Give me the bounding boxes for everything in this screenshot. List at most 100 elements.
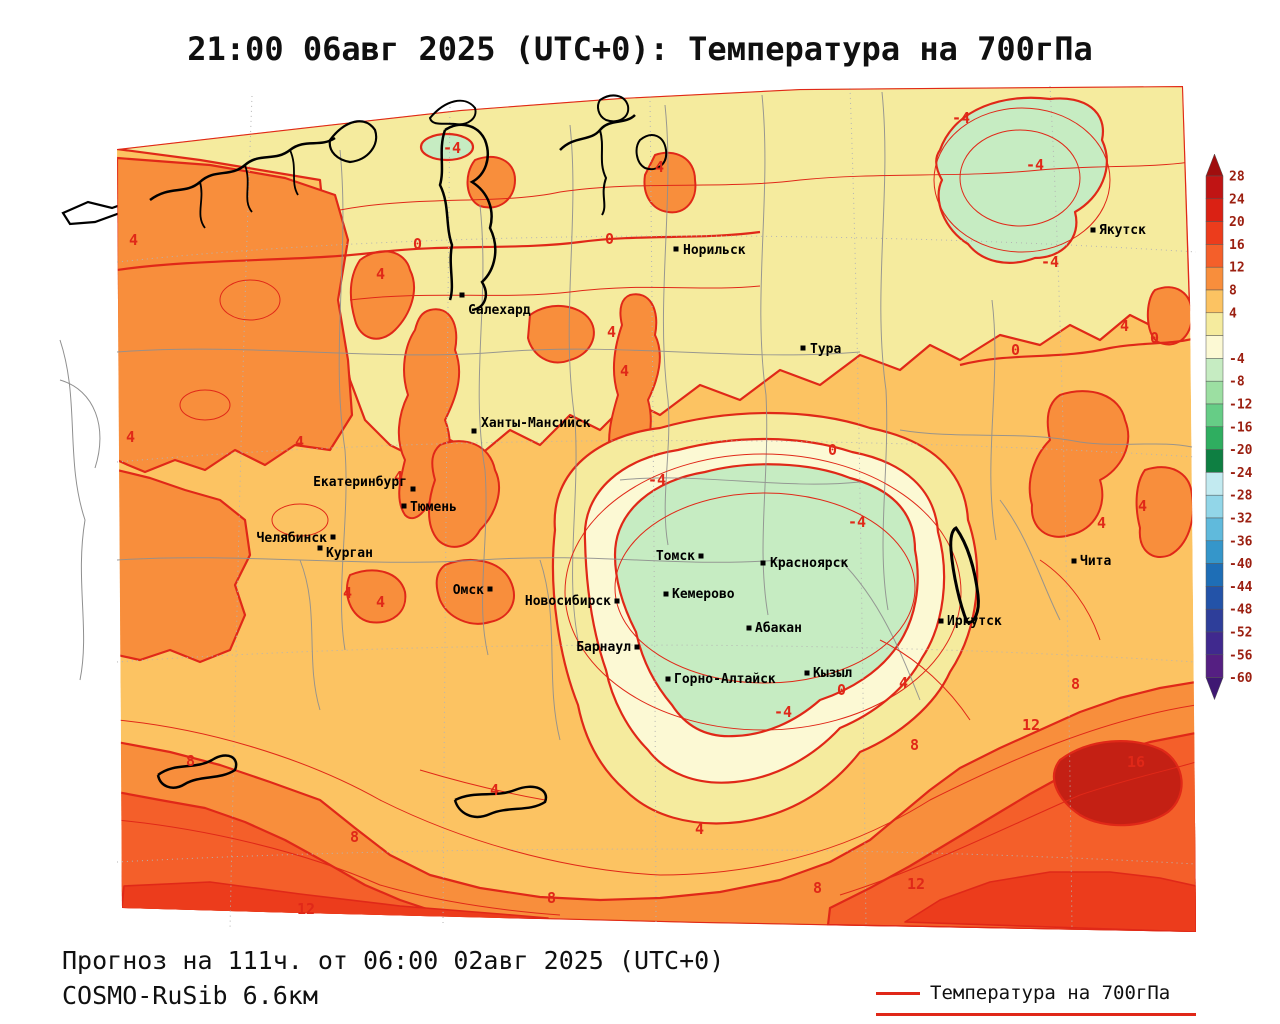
city-marker bbox=[460, 293, 465, 298]
temperature-line-sample bbox=[876, 992, 920, 995]
isotherm-label: 0 bbox=[828, 441, 837, 459]
city-label: Барнаул bbox=[576, 640, 631, 655]
colorbar-tick: -56 bbox=[1229, 648, 1253, 663]
city-label: Челябинск bbox=[257, 531, 328, 546]
band-8-12-west-upper bbox=[117, 158, 352, 472]
isotherm-label: 16 bbox=[1127, 753, 1145, 771]
city-marker bbox=[472, 429, 477, 434]
legend-label: Температура на 700гПа bbox=[930, 982, 1170, 1004]
city-marker bbox=[761, 561, 766, 566]
colorbar-tick: 4 bbox=[1229, 306, 1237, 321]
city-marker bbox=[411, 487, 416, 492]
city-label: Екатеринбург bbox=[313, 475, 407, 490]
city-marker bbox=[615, 599, 620, 604]
colorbar-segment bbox=[1206, 632, 1223, 655]
city-marker bbox=[666, 677, 671, 682]
isotherm-label: 4 bbox=[655, 158, 664, 176]
isotherm-label: 12 bbox=[1022, 716, 1040, 734]
colorbar-segment bbox=[1206, 472, 1223, 495]
city-label: Курган bbox=[326, 546, 373, 561]
isotherm-label: 0 bbox=[605, 230, 614, 248]
warm-patch bbox=[644, 153, 695, 213]
colorbar-tick: 16 bbox=[1229, 238, 1245, 253]
city-label: Кызыл bbox=[813, 666, 852, 681]
city-label: Томск bbox=[656, 549, 695, 564]
isotherm-label: 4 bbox=[295, 433, 304, 451]
colorbar-segment bbox=[1206, 495, 1223, 518]
temperature-map: -4-4-4-4-4-4-400000044444444444444448888… bbox=[0, 0, 1280, 1024]
colorbar-segment bbox=[1206, 244, 1223, 267]
colorbar-segment bbox=[1206, 267, 1223, 290]
city-label: Тюмень bbox=[410, 500, 457, 515]
colorbar-segment bbox=[1206, 290, 1223, 313]
colorbar-tick: -36 bbox=[1229, 534, 1253, 549]
city-marker bbox=[664, 592, 669, 597]
city-label: Красноярск bbox=[770, 556, 848, 571]
isotherm-label: 4 bbox=[1120, 317, 1129, 335]
colorbar-below-triangle bbox=[1206, 678, 1223, 700]
colorbar-tick: -60 bbox=[1229, 671, 1253, 686]
isotherm-label: 4 bbox=[129, 231, 138, 249]
isotherm-label: 8 bbox=[186, 752, 195, 770]
map-legend: Температура на 700гПа bbox=[876, 982, 1196, 1016]
colorbar-segment bbox=[1206, 609, 1223, 632]
isotherm-label: 4 bbox=[695, 820, 704, 838]
isotherm-label: 4 bbox=[620, 362, 629, 380]
forecast-info: Прогноз на 111ч. от 06:00 02авг 2025 (UT… bbox=[62, 946, 724, 975]
colorbar-tick: -12 bbox=[1229, 398, 1252, 413]
colorbar-tick: -44 bbox=[1229, 580, 1253, 595]
isotherm-label: 12 bbox=[297, 900, 315, 918]
warm-patch bbox=[528, 306, 594, 362]
colorbar-tick: -40 bbox=[1229, 557, 1253, 572]
city-marker bbox=[699, 554, 704, 559]
city-label: Омск bbox=[453, 583, 484, 598]
isotherm-label: 0 bbox=[413, 235, 422, 253]
isotherm-label: -4 bbox=[648, 471, 666, 489]
isotherm-label: 8 bbox=[1071, 675, 1080, 693]
isotherm-label: 4 bbox=[899, 674, 908, 692]
city-label: Салехард bbox=[468, 303, 531, 318]
colorbar-tick: 8 bbox=[1229, 284, 1237, 299]
city-marker bbox=[318, 546, 323, 551]
colorbar-segment bbox=[1206, 404, 1223, 427]
city-marker bbox=[1072, 559, 1077, 564]
isotherm-label: 8 bbox=[350, 828, 359, 846]
city-label: Ханты-Мансийск bbox=[481, 416, 591, 431]
city-marker bbox=[635, 645, 640, 650]
model-info: COSMO-RuSib 6.6км bbox=[62, 981, 318, 1010]
isotherm-label: -4 bbox=[443, 139, 461, 157]
isotherm-label: 4 bbox=[376, 265, 385, 283]
colorbar-segment bbox=[1206, 358, 1223, 381]
isotherm-label: 4 bbox=[490, 781, 499, 799]
colorbar-segment bbox=[1206, 655, 1223, 678]
colorbar-segment bbox=[1206, 176, 1223, 199]
isotherm-label: 0 bbox=[1011, 341, 1020, 359]
colorbar-tick: 20 bbox=[1229, 215, 1245, 230]
admin-border bbox=[60, 380, 100, 468]
colorbar-tick: 12 bbox=[1229, 261, 1245, 276]
colorbar-tick: -4 bbox=[1229, 352, 1245, 367]
colorbar-tick: -20 bbox=[1229, 443, 1253, 458]
colorbar-segment bbox=[1206, 541, 1223, 564]
city-marker bbox=[747, 626, 752, 631]
isotherm-label: 12 bbox=[907, 875, 925, 893]
colorbar-segment bbox=[1206, 518, 1223, 541]
isotherm-label: -4 bbox=[952, 109, 970, 127]
colorbar-segment bbox=[1206, 450, 1223, 473]
isotherm-label: 4 bbox=[376, 593, 385, 611]
city-marker bbox=[801, 346, 806, 351]
colorbar-segment bbox=[1206, 313, 1223, 336]
city-marker bbox=[402, 504, 407, 509]
isotherm-label: -4 bbox=[1041, 253, 1059, 271]
isotherm-label: 0 bbox=[837, 681, 846, 699]
isotherm-label: 4 bbox=[343, 584, 352, 602]
city-marker bbox=[805, 671, 810, 676]
isotherm-label: 8 bbox=[910, 736, 919, 754]
city-label: Чита bbox=[1080, 554, 1111, 569]
city-label: Новосибирск bbox=[525, 594, 611, 609]
isotherm-label: 4 bbox=[1138, 497, 1147, 515]
isotherm-label: -4 bbox=[774, 703, 792, 721]
colorbar-tick: -8 bbox=[1229, 375, 1245, 390]
city-label: Якутск bbox=[1099, 223, 1146, 238]
colorbar-segment bbox=[1206, 222, 1223, 245]
